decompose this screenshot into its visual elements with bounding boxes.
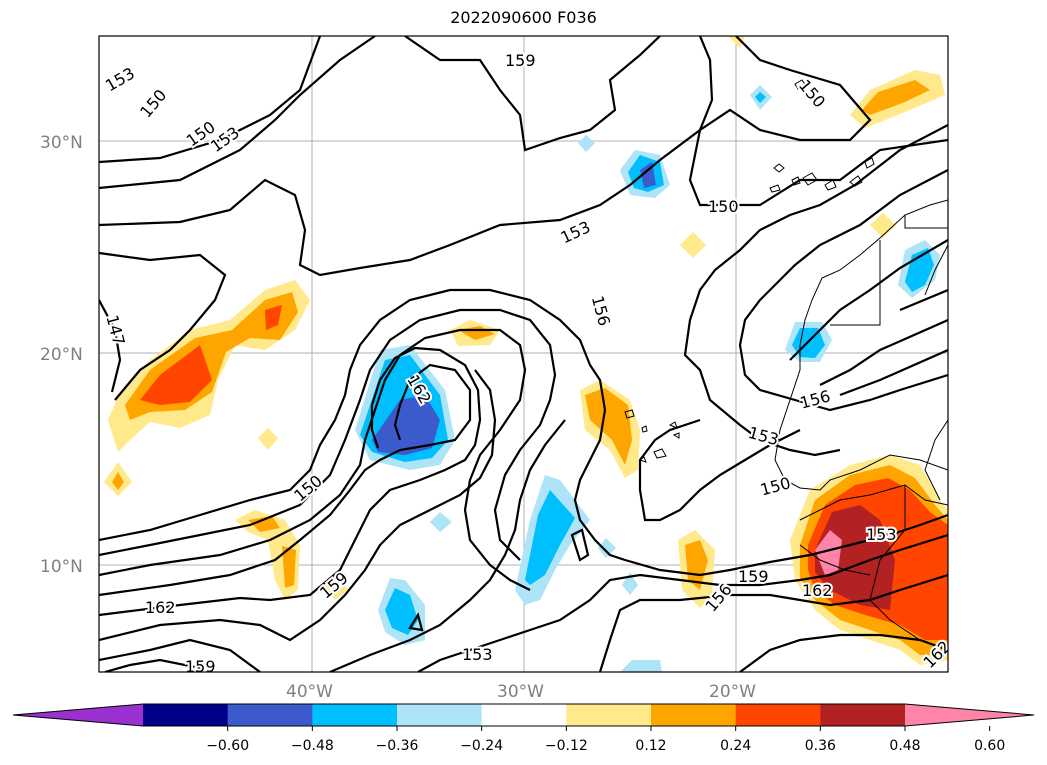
lon-label-40w: 40°W [286, 682, 333, 702]
colorbar-extend-low [13, 704, 143, 726]
lat-label-30n: 30°N [40, 133, 83, 153]
colorbar-tick-label: −0.48 [291, 738, 334, 754]
lat-label-10n: 10°N [40, 557, 83, 577]
colorbar-segment [143, 704, 229, 726]
colorbar-tick-label: 0.24 [720, 738, 751, 754]
colorbar-outline [12, 703, 1035, 727]
contour-label: 159 [185, 657, 216, 676]
colorbar-tick-label: −0.12 [545, 738, 588, 754]
contour-label: 153 [462, 645, 493, 664]
contour-label: 162 [802, 581, 833, 600]
contour-label: 159 [738, 567, 769, 586]
colorbar-segment [651, 704, 737, 726]
colorbar-segment [481, 704, 567, 726]
colorbar-segment [566, 704, 652, 726]
colorbar-tick-label: 0.48 [889, 738, 920, 754]
contour-label: 153 [866, 525, 897, 544]
map-title: 2022090600 F036 [450, 8, 597, 27]
colorbar-tick-label: −0.60 [206, 738, 249, 754]
colorbar: −0.60 −0.48 −0.36 −0.24 −0.12 0.12 0.24 0.36 0.4… [12, 703, 1035, 754]
colorbar-segment [735, 704, 821, 726]
negative-anomaly-fills [355, 85, 940, 672]
colorbar-segment [227, 704, 313, 726]
colorbar-tick-label: 0.60 [974, 738, 1005, 754]
contour-label: 150 [708, 197, 739, 216]
contour-label: 162 [145, 598, 176, 617]
colorbar-segment [820, 704, 906, 726]
colorbar-tick-label: −0.36 [376, 738, 419, 754]
colorbar-tick-label: 0.36 [805, 738, 836, 754]
lat-label-20n: 20°N [40, 345, 83, 365]
contour-label: 159 [505, 51, 536, 70]
geopotential-contours [99, 36, 948, 672]
colorbar-tick-label: −0.24 [460, 738, 503, 754]
colorbar-segment [397, 704, 483, 726]
colorbar-segment [312, 704, 398, 726]
map-frame [98, 35, 949, 673]
lon-label-30w: 30°W [497, 682, 544, 702]
colorbar-extend-high [905, 704, 1034, 726]
lon-label-20w: 20°W [709, 682, 756, 702]
colorbar-tick-label: 0.12 [635, 738, 666, 754]
